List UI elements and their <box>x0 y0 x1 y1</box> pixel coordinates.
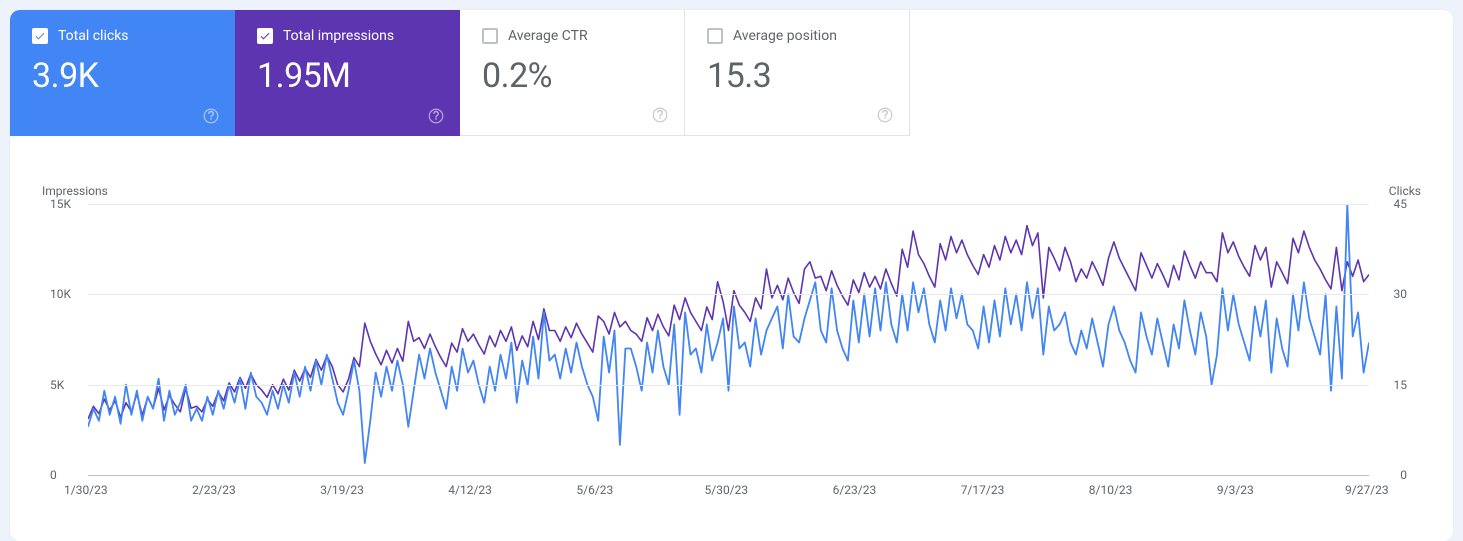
y-tick-right: 45 <box>1394 197 1408 211</box>
metric-cards-row: Total clicks 3.9K Total impressions 1.95… <box>10 10 1453 136</box>
metric-value: 1.95M <box>257 56 438 96</box>
y-tick-right: 15 <box>1394 378 1408 392</box>
x-tick: 9/27/23 <box>1345 483 1389 497</box>
y-axis-right-label: Clicks <box>1389 184 1421 198</box>
y-tick-left: 0 <box>50 468 57 482</box>
help-icon[interactable] <box>201 106 221 126</box>
x-tick: 2/23/23 <box>192 483 236 497</box>
checkbox-icon <box>707 28 723 44</box>
gridline <box>88 204 1369 205</box>
metric-label: Average CTR <box>508 28 588 44</box>
x-tick: 7/17/23 <box>961 483 1005 497</box>
help-icon[interactable] <box>650 105 670 125</box>
checkbox-icon <box>257 28 273 44</box>
metric-label: Average position <box>733 28 837 44</box>
metric-label: Total impressions <box>283 28 394 44</box>
series-clicks <box>88 204 1369 463</box>
help-icon[interactable] <box>875 105 895 125</box>
gridline <box>88 475 1369 476</box>
analytics-panel: Total clicks 3.9K Total impressions 1.95… <box>10 10 1453 541</box>
x-tick: 1/30/23 <box>64 483 108 497</box>
metric-value: 15.3 <box>707 56 887 96</box>
x-tick: 3/19/23 <box>320 483 364 497</box>
metric-card-average-position[interactable]: Average position 15.3 <box>685 10 910 136</box>
gridline <box>88 385 1369 386</box>
performance-chart: Impressions Clicks 0 0 5K 15 10K 30 15K 45 1/30/… <box>38 186 1425 505</box>
y-tick-right: 30 <box>1394 287 1408 301</box>
y-axis-left-label: Impressions <box>42 184 108 198</box>
metric-card-total-clicks[interactable]: Total clicks 3.9K <box>10 10 235 136</box>
checkbox-icon <box>32 28 48 44</box>
metric-card-total-impressions[interactable]: Total impressions 1.95M <box>235 10 460 136</box>
x-tick: 6/23/23 <box>833 483 877 497</box>
x-tick: 5/6/23 <box>576 483 613 497</box>
y-tick-left: 5K <box>50 378 64 392</box>
metric-value: 3.9K <box>32 56 213 96</box>
x-tick: 8/10/23 <box>1089 483 1133 497</box>
gridline <box>88 294 1369 295</box>
y-tick-left: 10K <box>50 287 71 301</box>
metric-label: Total clicks <box>58 28 129 44</box>
checkbox-icon <box>482 28 498 44</box>
x-tick: 9/3/23 <box>1217 483 1254 497</box>
x-tick: 5/30/23 <box>705 483 749 497</box>
help-icon[interactable] <box>426 106 446 126</box>
metric-value: 0.2% <box>482 56 662 96</box>
x-tick: 4/12/23 <box>448 483 492 497</box>
metric-card-average-ctr[interactable]: Average CTR 0.2% <box>460 10 685 136</box>
y-tick-right: 0 <box>1400 468 1407 482</box>
chart-plot-area <box>88 204 1369 475</box>
y-tick-left: 15K <box>50 197 71 211</box>
